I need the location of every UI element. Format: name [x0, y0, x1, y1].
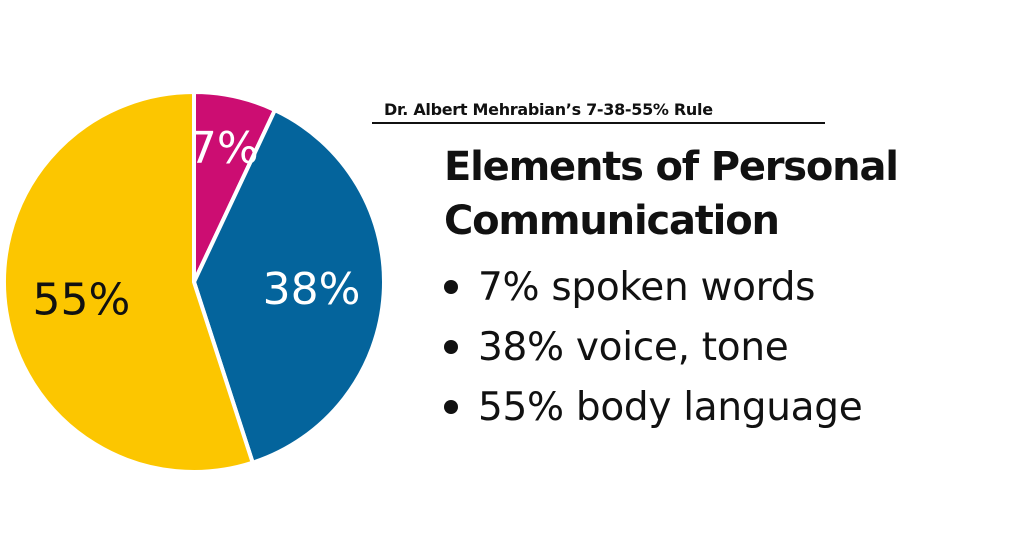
- chart-title: Elements of Personal Communication: [444, 144, 899, 244]
- bullet-text: 7% spoken words: [478, 265, 816, 310]
- bullet-item-body-language: 55% body language: [444, 378, 1012, 438]
- pie-slice-body-language: [2, 90, 255, 474]
- pie-slice-label: 7%: [189, 123, 259, 174]
- text-panel: Dr. Albert Mehrabian’s 7-38-55% Rule Ele…: [372, 100, 1012, 438]
- pie-slice-label: 55%: [33, 274, 131, 325]
- bullet-dot-icon: [444, 339, 458, 354]
- bullet-item-voice-tone: 38% voice, tone: [444, 318, 1012, 378]
- chart-subtitle: Dr. Albert Mehrabian’s 7-38-55% Rule: [372, 100, 825, 124]
- bullet-list: 7% spoken words 38% voice, tone 55% body…: [372, 258, 1012, 438]
- bullet-dot-icon: [444, 279, 458, 294]
- pie-slice-voice-tone: [192, 108, 386, 465]
- bullet-dot-icon: [444, 399, 458, 414]
- pie-slice-label: 38%: [263, 264, 361, 315]
- pie-chart: 7% 38% 55%: [2, 90, 386, 474]
- pie-labels: 7% 38% 55%: [33, 123, 361, 325]
- bullet-text: 38% voice, tone: [478, 325, 789, 370]
- bullet-text: 55% body language: [478, 385, 863, 430]
- bullet-item-spoken-words: 7% spoken words: [444, 258, 1012, 318]
- pie-slices: [2, 90, 386, 474]
